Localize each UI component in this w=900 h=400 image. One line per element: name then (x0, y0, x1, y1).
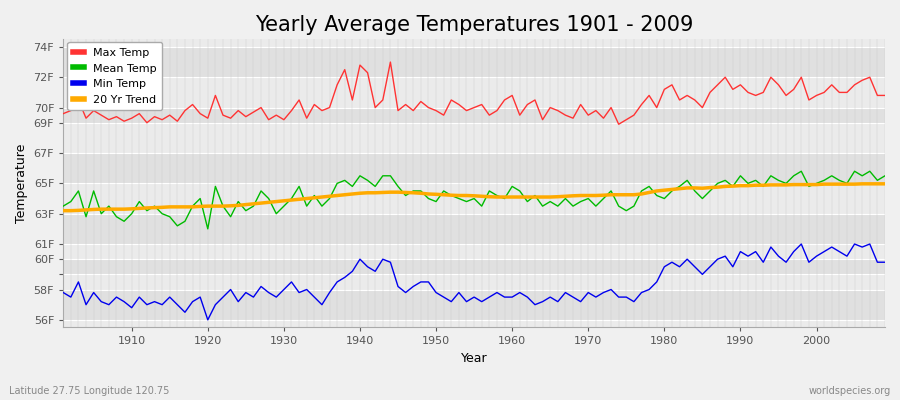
X-axis label: Year: Year (461, 352, 488, 365)
Line: Max Temp: Max Temp (63, 62, 885, 124)
Min Temp (202, 318, 213, 322)
Mean Temp (339, 178, 350, 183)
20 Yr Trend (598, 193, 609, 198)
Y-axis label: Temperature: Temperature (15, 144, 28, 223)
Min Temp (606, 287, 616, 292)
Min Temp (339, 275, 350, 280)
Bar (63, 290, 885, 320)
Min Temp (796, 242, 806, 246)
Mean Temp (293, 184, 304, 189)
Mean Temp (606, 188, 616, 193)
Max Temp (507, 93, 517, 98)
Line: Min Temp: Min Temp (63, 244, 885, 320)
20 Yr Trend (119, 207, 130, 212)
Mean Temp (202, 226, 213, 231)
Bar (63, 274, 885, 290)
Mean Temp (58, 204, 68, 208)
Min Temp (293, 290, 304, 295)
Bar (63, 244, 885, 259)
Min Temp (879, 260, 890, 265)
Max Temp (385, 60, 396, 64)
Min Temp (119, 299, 130, 304)
Min Temp (515, 290, 526, 295)
Min Temp (58, 290, 68, 295)
Bar (63, 259, 885, 274)
Max Temp (515, 113, 526, 118)
20 Yr Trend (857, 182, 868, 186)
Max Temp (606, 105, 616, 110)
Bar (63, 123, 885, 153)
20 Yr Trend (879, 182, 890, 186)
Mean Temp (507, 184, 517, 189)
Mean Temp (119, 219, 130, 224)
Min Temp (507, 295, 517, 300)
Bar (63, 153, 885, 183)
Bar (63, 214, 885, 244)
20 Yr Trend (500, 195, 510, 200)
20 Yr Trend (332, 193, 343, 198)
Max Temp (879, 93, 890, 98)
Mean Temp (879, 173, 890, 178)
20 Yr Trend (58, 208, 68, 213)
Legend: Max Temp, Mean Temp, Min Temp, 20 Yr Trend: Max Temp, Mean Temp, Min Temp, 20 Yr Tre… (68, 42, 162, 110)
20 Yr Trend (507, 195, 517, 200)
Max Temp (613, 122, 624, 127)
Bar (63, 39, 885, 47)
Max Temp (58, 111, 68, 116)
Bar (63, 47, 885, 77)
Mean Temp (515, 188, 526, 193)
Max Temp (119, 119, 130, 124)
Bar (63, 183, 885, 214)
Max Temp (286, 108, 297, 113)
Text: Latitude 27.75 Longitude 120.75: Latitude 27.75 Longitude 120.75 (9, 386, 169, 396)
Text: worldspecies.org: worldspecies.org (809, 386, 891, 396)
Max Temp (332, 82, 343, 87)
Mean Temp (796, 169, 806, 174)
Line: Mean Temp: Mean Temp (63, 171, 885, 229)
Line: 20 Yr Trend: 20 Yr Trend (63, 184, 885, 211)
Bar (63, 77, 885, 108)
Bar (63, 108, 885, 123)
Bar (63, 320, 885, 328)
Title: Yearly Average Temperatures 1901 - 2009: Yearly Average Temperatures 1901 - 2009 (255, 15, 693, 35)
20 Yr Trend (286, 198, 297, 202)
